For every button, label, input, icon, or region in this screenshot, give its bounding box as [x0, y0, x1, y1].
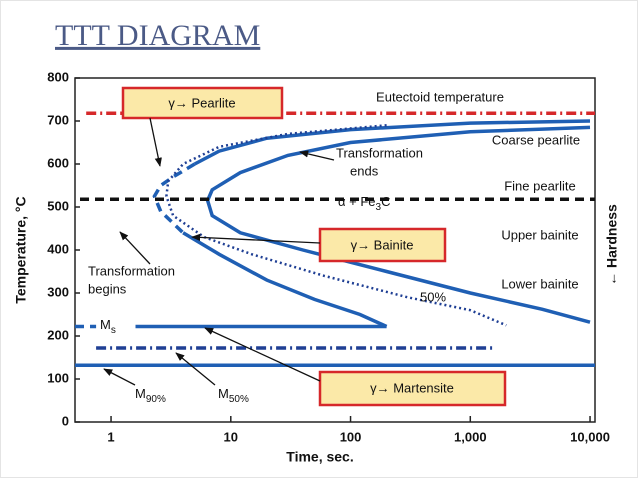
y-tick-label: 700	[47, 112, 69, 127]
annotation-text: C	[381, 194, 390, 209]
y-tick-label: 300	[47, 284, 69, 299]
y-tick-label: 600	[47, 155, 69, 170]
slide-title: TTT DIAGRAM	[55, 19, 260, 52]
x-tick-label: 1,000	[454, 429, 487, 444]
box-label: γ→ Martensite	[370, 380, 454, 395]
x-tick-label: 1	[107, 429, 114, 444]
arrow	[299, 150, 335, 161]
arrow	[191, 233, 321, 244]
annotation: Upper bainite	[501, 227, 578, 242]
annotation: Fine pearlite	[504, 178, 576, 193]
y-tick-label: 0	[62, 413, 69, 428]
y-tick-label: 800	[47, 69, 69, 84]
annotation-sub: 90%	[146, 394, 166, 405]
curve	[182, 231, 388, 329]
y-tick-label: 400	[47, 241, 69, 256]
annotation: Lower bainite	[501, 276, 578, 291]
boxes: γ→ Pearlite γ→ Bainite γ→ Martensite	[121, 86, 507, 407]
arrow	[204, 327, 321, 382]
annotation-sub: 50%	[229, 394, 249, 405]
annotation-text: M	[100, 317, 111, 332]
annotation: 50%	[420, 289, 446, 304]
box-label: γ→ Bainite	[351, 237, 414, 252]
annotation: ends	[350, 163, 379, 178]
x-tick-label: 10,000	[570, 429, 610, 444]
y-tick-label: 500	[47, 198, 69, 213]
annotation: α + Fe3C	[338, 194, 390, 212]
annotation: ← Hardness	[604, 204, 620, 286]
box	[318, 227, 447, 263]
annotation: Transformation	[336, 145, 423, 160]
plot: 0 100 200 300 400 500 600 700 800 1 10 100 1,000 10,0…	[47, 69, 610, 444]
annotation-sub: 3	[376, 202, 382, 213]
annotation: Transformation	[88, 263, 175, 278]
curve	[152, 162, 196, 235]
annotation: Ms	[100, 317, 116, 335]
y-axis-label: Temperature, °C	[13, 196, 29, 303]
arrow	[103, 368, 136, 386]
annotations: Eutectoid temperature Coarse pearlite Tr…	[88, 89, 620, 404]
arrow	[149, 117, 162, 167]
annotation: M50%	[218, 386, 249, 404]
box	[121, 86, 284, 120]
annotation-text: M	[218, 386, 229, 401]
arrows	[103, 117, 335, 386]
annotation: Eutectoid temperature	[376, 89, 504, 104]
y-tick-label: 100	[47, 370, 69, 385]
annotation: Coarse pearlite	[492, 132, 580, 147]
annotation-text: α + Fe	[338, 194, 376, 209]
annotation: M90%	[135, 386, 166, 404]
x-axis-label: Time, sec.	[286, 449, 353, 465]
y-tick-label: 200	[47, 327, 69, 342]
annotation: begins	[88, 281, 127, 296]
annotation-sub: s	[111, 325, 116, 336]
x-tick-label: 10	[224, 429, 238, 444]
x-tick-label: 100	[340, 429, 362, 444]
annotation-text: M	[135, 386, 146, 401]
curve	[193, 119, 591, 166]
arrow	[119, 231, 151, 265]
box-label: γ→ Pearlite	[168, 95, 235, 110]
arrow	[175, 352, 216, 386]
box	[318, 370, 507, 407]
curve	[205, 125, 591, 324]
